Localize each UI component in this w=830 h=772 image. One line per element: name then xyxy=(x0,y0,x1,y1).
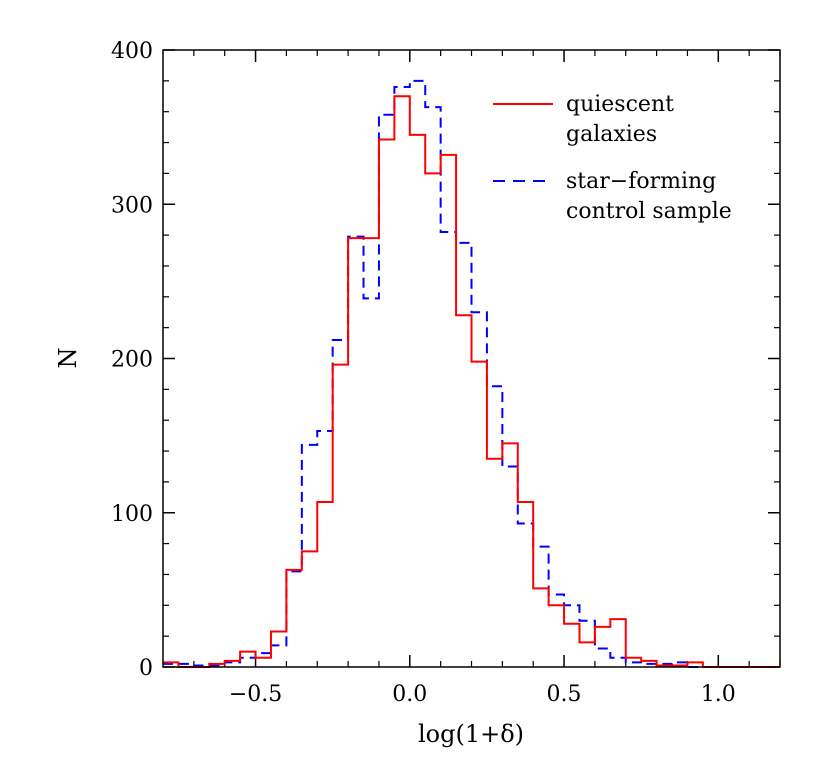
x-axis-title: log(1+δ) xyxy=(418,720,524,748)
y-tick-label: 400 xyxy=(111,39,153,64)
legend-label-star-forming-line1: star−forming xyxy=(566,169,716,194)
x-tick-label: 1.0 xyxy=(701,682,736,707)
y-axis-title: N xyxy=(54,348,82,369)
quiescent-galaxies-histogram xyxy=(163,95,780,668)
legend: quiescent galaxies star−forming control … xyxy=(493,92,732,224)
y-tick-label: 300 xyxy=(111,193,153,218)
y-tick-label: 100 xyxy=(111,502,153,527)
x-tick-label: 0.5 xyxy=(547,682,582,707)
x-tick-label: 0.0 xyxy=(392,682,427,707)
axis-tick-labels: −0.5 0.0 0.5 1.0 0 100 200 300 400 xyxy=(111,39,736,707)
legend-label-quiescent-line2: galaxies xyxy=(566,122,657,147)
histogram-series xyxy=(163,79,780,668)
legend-label-star-forming-line2: control sample xyxy=(566,199,732,224)
y-tick-label: 200 xyxy=(111,348,153,373)
y-tick-label: 0 xyxy=(139,656,153,681)
x-tick-label: −0.5 xyxy=(229,682,282,707)
plot-frame xyxy=(162,49,781,668)
legend-label-quiescent-line1: quiescent xyxy=(566,92,674,117)
